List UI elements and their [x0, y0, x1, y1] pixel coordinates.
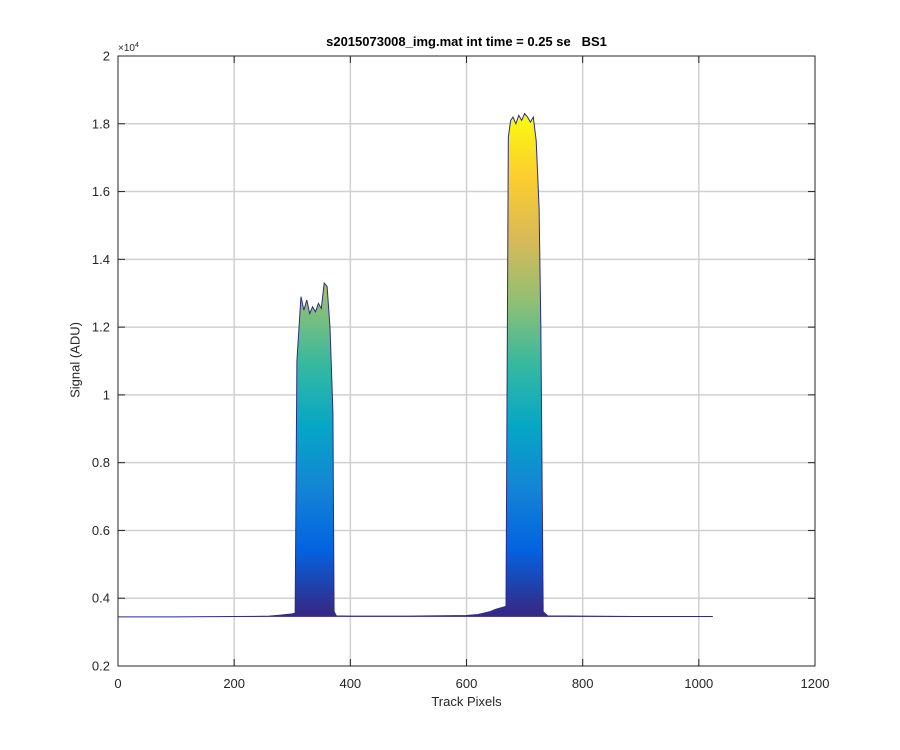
- data-point: [508, 137, 509, 138]
- data-point: [539, 208, 540, 209]
- data-point: [280, 615, 281, 616]
- x-tick-label: 0: [114, 676, 121, 691]
- data-point: [466, 615, 467, 616]
- data-point: [582, 616, 583, 617]
- data-point: [306, 299, 307, 300]
- data-point: [268, 616, 269, 617]
- x-axis-label: Track Pixels: [431, 694, 502, 709]
- data-point: [309, 313, 310, 314]
- data-point: [501, 607, 502, 608]
- data-point: [332, 411, 333, 412]
- data-point: [524, 113, 525, 114]
- data-point: [350, 616, 351, 617]
- data-point: [698, 616, 699, 617]
- data-point: [318, 303, 319, 304]
- y-tick-label: 1.4: [92, 252, 110, 267]
- data-point: [530, 121, 531, 122]
- y-exponent-label: ×104: [118, 42, 139, 54]
- data-point: [296, 360, 297, 361]
- y-tick-label: 0.8: [92, 455, 110, 470]
- data-point: [533, 116, 534, 117]
- data-point: [175, 616, 176, 617]
- data-point: [324, 282, 325, 283]
- x-tick-labels: 0 200 400 600 800 1000 1200: [114, 676, 829, 691]
- data-point: [295, 613, 296, 614]
- series-layer: [118, 112, 713, 618]
- series-area: [118, 113, 713, 617]
- x-tick-label: 600: [456, 676, 478, 691]
- data-point: [505, 606, 506, 607]
- data-point: [540, 327, 541, 328]
- y-tick-label: 2: [103, 49, 110, 64]
- y-tick-labels: 0.2 0.4 0.6 0.8 1 1.2 1.4 1.6 1.8 2: [92, 49, 110, 674]
- y-exponent-power: 4: [135, 42, 139, 49]
- series-line: [118, 112, 713, 618]
- data-point: [712, 616, 713, 617]
- y-tick-label: 1.8: [92, 116, 110, 131]
- data-point: [518, 115, 519, 116]
- tick-marks: [117, 55, 816, 667]
- data-point: [543, 611, 544, 612]
- y-exponent-base: ×10: [118, 43, 135, 54]
- data-point: [478, 614, 479, 615]
- data-point: [312, 306, 313, 307]
- data-point: [515, 123, 516, 124]
- data-point: [495, 609, 496, 610]
- data-point: [640, 616, 641, 617]
- x-tick-label: 200: [223, 676, 245, 691]
- data-point: [521, 120, 522, 121]
- y-tick-label: 1: [103, 387, 110, 402]
- data-point: [303, 310, 304, 311]
- data-point: [333, 611, 334, 612]
- data-point: [512, 116, 513, 117]
- data-point: [536, 140, 537, 141]
- data-point: [315, 311, 316, 312]
- data-point: [321, 308, 322, 309]
- data-point: [234, 616, 235, 617]
- x-tick-label: 1200: [801, 676, 830, 691]
- data-point: [292, 613, 293, 614]
- y-tick-label: 0.4: [92, 591, 110, 606]
- x-tick-label: 1000: [684, 676, 713, 691]
- data-point: [547, 615, 548, 616]
- data-point: [336, 615, 337, 616]
- grid-lines: [118, 56, 815, 666]
- y-tick-label: 1.2: [92, 320, 110, 335]
- x-tick-label: 400: [339, 676, 361, 691]
- data-point: [408, 616, 409, 617]
- data-point: [329, 327, 330, 328]
- chart-title: s2015073008_img.mat int time = 0.25 se B…: [326, 34, 607, 49]
- data-point: [300, 296, 301, 297]
- y-tick-label: 1.6: [92, 184, 110, 199]
- data-point: [510, 120, 511, 121]
- data-point: [489, 611, 490, 612]
- y-axis-label: Signal (ADU): [67, 322, 83, 398]
- data-point: [527, 116, 528, 117]
- x-tick-label: 800: [572, 676, 594, 691]
- data-point: [327, 286, 328, 287]
- y-tick-label: 0.6: [92, 523, 110, 538]
- y-tick-label: 0.2: [92, 659, 110, 674]
